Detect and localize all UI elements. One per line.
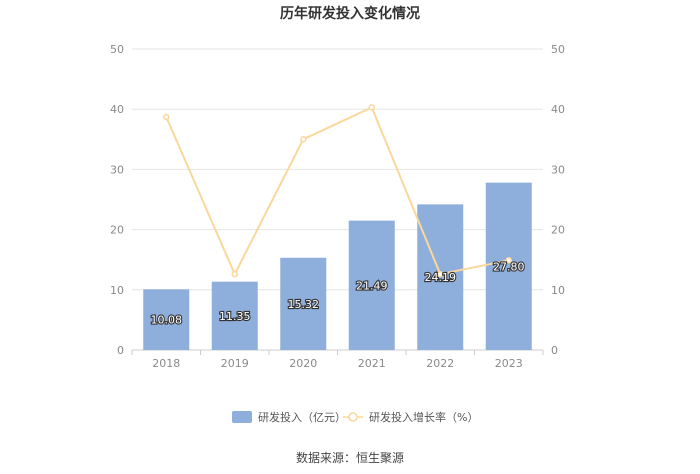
bar-data-label: 11.35 [219, 310, 251, 323]
legend-bar-swatch [232, 411, 252, 423]
y-left-tick-label: 40 [110, 103, 124, 116]
bar-2023[interactable] [485, 182, 532, 350]
legend-line-marker-icon [348, 412, 358, 422]
x-tick-label: 2019 [221, 357, 249, 370]
y-right-tick-label: 0 [551, 344, 558, 357]
bar-2019[interactable] [211, 281, 258, 350]
bar-data-label: 27.80 [493, 260, 525, 273]
legend-line-label[interactable]: 研发投入增长率（%） [369, 410, 478, 424]
bar-data-label: 15.32 [288, 298, 320, 311]
y-left-tick-label: 10 [110, 284, 124, 297]
growth-rate-point[interactable] [505, 257, 512, 264]
bar-data-label: 21.49 [356, 279, 388, 292]
axes: 0 10 20 30 40 50 0 10 20 30 40 50 2018 2019 2020 2021 20… [110, 43, 565, 370]
y-left-tick-label: 20 [110, 224, 124, 237]
y-left-tick-label: 50 [110, 43, 124, 56]
bar-data-label: 10.08 [151, 314, 183, 327]
bar-2018[interactable] [143, 289, 190, 350]
y-left-tick-label: 30 [110, 163, 124, 176]
source-text: 数据来源：恒生聚源 [296, 450, 404, 465]
growth-rate-point[interactable] [231, 270, 238, 278]
growth-rate-point[interactable] [437, 270, 444, 278]
growth-rate-point[interactable] [368, 104, 375, 111]
bar-2021[interactable] [348, 220, 395, 350]
growth-rate-line[interactable] [165, 106, 509, 277]
growth-rate-point[interactable] [300, 136, 307, 143]
grid-lines [132, 48, 543, 291]
y-left-tick-label: 0 [117, 344, 124, 357]
bar-series [143, 182, 532, 350]
bar-2020[interactable] [280, 257, 327, 350]
x-tick-label: 2022 [426, 357, 454, 370]
line-series [163, 104, 512, 278]
y-right-tick-label: 10 [551, 284, 565, 297]
y-right-tick-label: 30 [551, 163, 565, 176]
x-tick-label: 2020 [289, 357, 317, 370]
y-right-tick-label: 20 [551, 224, 565, 237]
y-right-tick-label: 40 [551, 103, 565, 116]
y-right-tick-label: 50 [551, 43, 565, 56]
growth-rate-point[interactable] [163, 113, 170, 121]
chart-title: 历年研发投入变化情况 [280, 5, 420, 22]
x-tick-label: 2021 [358, 357, 386, 370]
x-tick-label: 2023 [495, 357, 523, 370]
bar-data-label: 24.19 [425, 271, 457, 284]
data-labels: 10.08 11.35 15.32 21.49 24.19 27.80 [149, 259, 525, 328]
legend[interactable]: 研发投入（亿元） 研发投入增长率（%） [232, 410, 478, 424]
x-tick-label: 2018 [152, 357, 180, 370]
legend-bar-label[interactable]: 研发投入（亿元） [258, 410, 346, 424]
